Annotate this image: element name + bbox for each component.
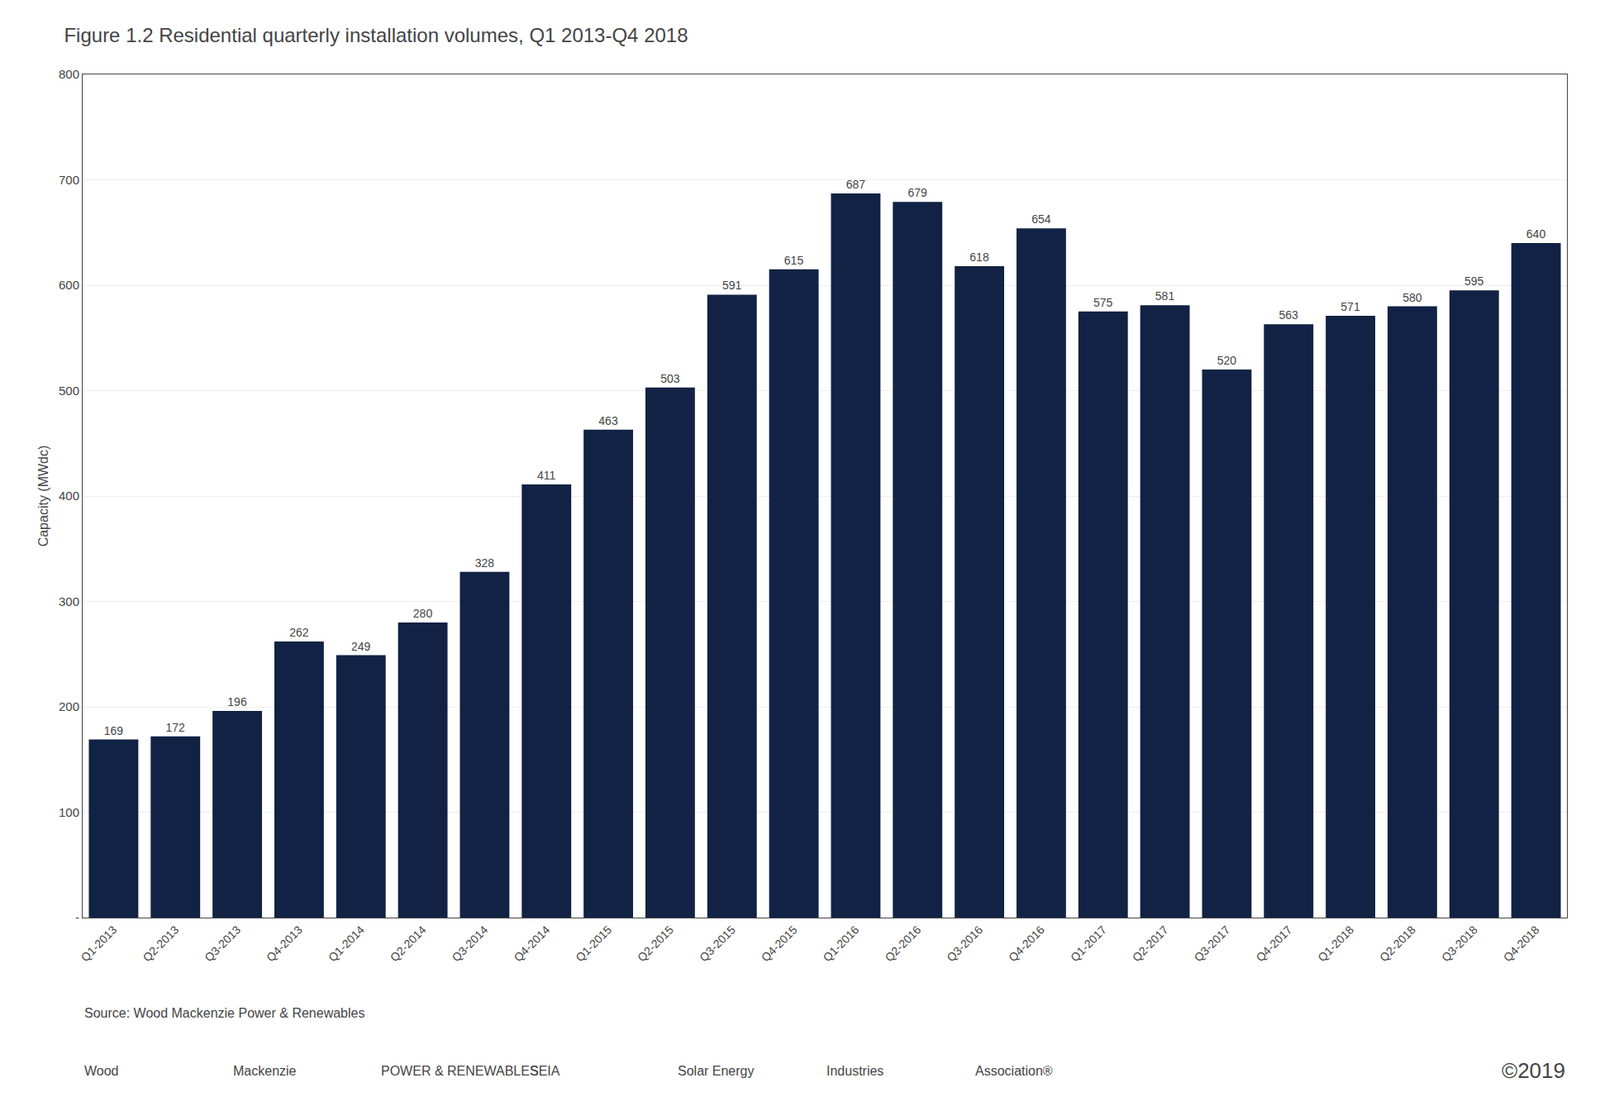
svg-text:Q4-2018: Q4-2018 [1500,922,1543,964]
svg-text:172: 172 [165,720,186,734]
svg-text:-: - [75,909,80,924]
svg-text:300: 300 [58,594,80,609]
svg-text:575: 575 [1093,295,1114,310]
svg-text:249: 249 [351,639,372,653]
svg-text:700: 700 [58,172,80,187]
svg-text:280: 280 [413,606,434,620]
svg-text:463: 463 [598,414,619,428]
svg-text:Q2-2015: Q2-2015 [634,922,677,964]
svg-text:618: 618 [969,250,990,264]
svg-text:200: 200 [58,699,80,714]
svg-text:500: 500 [58,383,80,398]
svg-text:571: 571 [1340,300,1361,314]
svg-text:Q1-2014: Q1-2014 [325,922,367,964]
svg-text:Q2-2017: Q2-2017 [1129,922,1172,964]
svg-text:Q4-2015: Q4-2015 [758,922,800,964]
svg-text:Q2-2016: Q2-2016 [881,922,924,964]
svg-text:Q3-2018: Q3-2018 [1438,922,1481,964]
svg-text:411: 411 [537,468,557,482]
svg-text:Q1-2016: Q1-2016 [820,922,862,964]
svg-text:Q2-2018: Q2-2018 [1376,922,1419,964]
svg-text:615: 615 [784,253,805,267]
svg-text:Source: Wood Mackenzie Power &: Source: Wood Mackenzie Power & Renewable… [84,1005,365,1020]
svg-text:Q4-2017: Q4-2017 [1252,922,1295,964]
svg-text:Q2-2014: Q2-2014 [387,922,429,964]
svg-text:Q1-2018: Q1-2018 [1314,922,1357,964]
svg-text:328: 328 [475,556,496,570]
svg-text:Figure 1.2 Residential quarter: Figure 1.2 Residential quarterly install… [63,23,688,47]
svg-text:687: 687 [846,177,867,191]
svg-text:581: 581 [1155,289,1176,303]
svg-text:Q3-2014: Q3-2014 [449,922,491,964]
svg-text:196: 196 [227,695,248,709]
svg-text:600: 600 [58,277,80,292]
svg-text:Q1-2017: Q1-2017 [1067,922,1110,964]
svg-text:Q1-2015: Q1-2015 [572,922,615,964]
svg-text:Q2-2013: Q2-2013 [139,922,181,964]
svg-text:Wood: Wood [84,1063,120,1078]
svg-text:Q3-2013: Q3-2013 [201,922,243,964]
svg-text:520: 520 [1217,353,1238,367]
svg-text:563: 563 [1278,308,1299,322]
svg-text:Solar Energy: Solar Energy [677,1063,755,1078]
svg-text:169: 169 [104,723,124,738]
svg-text:Q3-2015: Q3-2015 [696,922,739,964]
svg-text:Q3-2016: Q3-2016 [943,922,986,964]
svg-text:262: 262 [289,625,310,639]
svg-text:Q4-2013: Q4-2013 [263,922,305,964]
svg-text:Q4-2016: Q4-2016 [1005,922,1048,964]
svg-text:503: 503 [660,371,681,386]
svg-text:Q1-2013: Q1-2013 [78,922,120,964]
svg-text:679: 679 [907,185,928,200]
svg-text:POWER & RENEWABLES: POWER & RENEWABLES [380,1063,539,1078]
svg-text:Q3-2017: Q3-2017 [1191,922,1234,964]
svg-text:100: 100 [58,804,80,820]
svg-text:400: 400 [58,488,80,503]
svg-text:Association®: Association® [975,1063,1053,1078]
svg-text:654: 654 [1031,212,1052,226]
svg-text:Q4-2014: Q4-2014 [510,922,553,964]
svg-text:640: 640 [1526,227,1547,241]
svg-text:800: 800 [58,66,80,81]
svg-text:580: 580 [1402,290,1423,305]
svg-text:©2019: ©2019 [1501,1057,1566,1083]
svg-text:Capacity (MWdc): Capacity (MWdc) [36,445,51,548]
svg-text:Industries: Industries [826,1063,884,1078]
svg-text:595: 595 [1464,274,1485,288]
svg-text:Mackenzie: Mackenzie [233,1063,297,1078]
svg-text:SEIA: SEIA [529,1063,561,1078]
svg-text:591: 591 [722,278,743,292]
